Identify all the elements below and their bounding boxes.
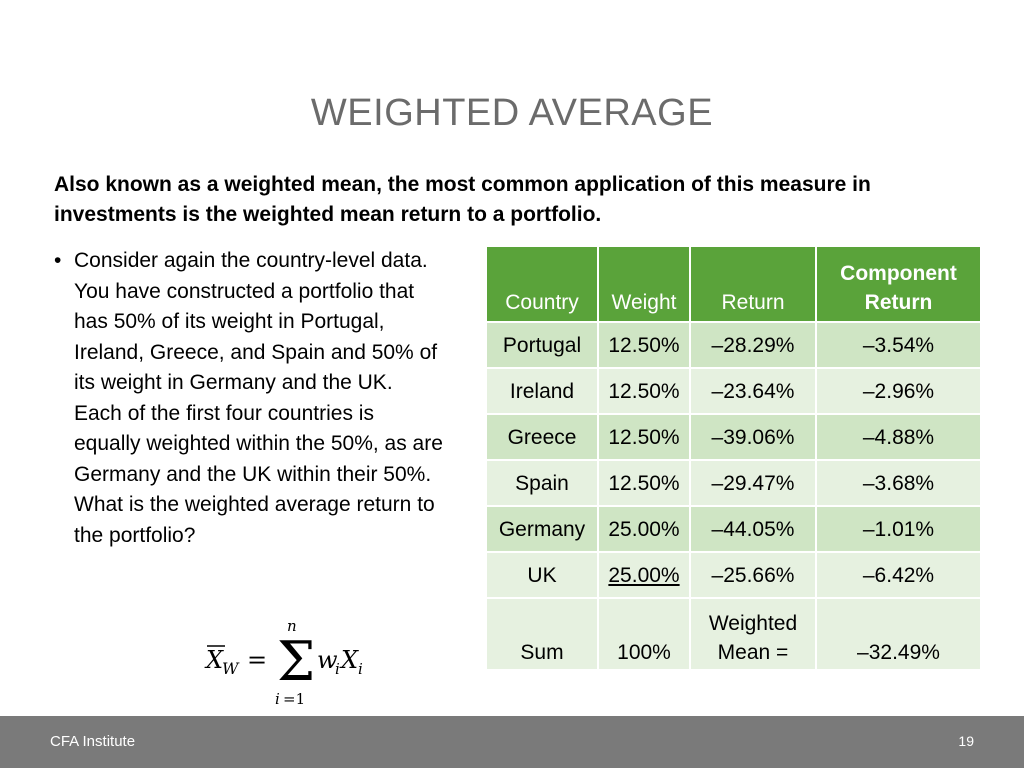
cell-return: –25.66% (691, 553, 817, 599)
table-row: Germany 25.00% –44.05% –1.01% (487, 507, 980, 553)
table-row: Portugal 12.50% –28.29% –3.54% (487, 323, 980, 369)
intro-text: Also known as a weighted mean, the most … (54, 173, 871, 226)
cell-component: –6.42% (817, 553, 980, 599)
svg-text:i: i (335, 660, 340, 678)
svg-text:W: W (222, 659, 240, 678)
cell-country: Spain (487, 461, 599, 507)
cell-weight: 12.50% (599, 415, 691, 461)
cell-component: –3.54% (817, 323, 980, 369)
cell-weight: 25.00% (599, 553, 691, 599)
sum-label: Sum (487, 599, 599, 671)
table-row: Greece 12.50% –39.06% –4.88% (487, 415, 980, 461)
svg-text:X: X (339, 646, 359, 674)
bullet-dot-icon: • (54, 249, 62, 272)
table-row: UK 25.00% –25.66% –6.42% (487, 553, 980, 599)
table-row: Spain 12.50% –29.47% –3.68% (487, 461, 980, 507)
weighted-mean-formula: X W = Σ n i =1 w i X i (203, 617, 373, 708)
svg-text:Σ: Σ (277, 630, 315, 693)
cell-country: Germany (487, 507, 599, 553)
svg-text:n: n (287, 618, 297, 635)
header-country: Country (487, 247, 599, 323)
cell-component: –4.88% (817, 415, 980, 461)
sum-weighted-mean-label: Weighted Mean = (691, 599, 817, 671)
header-weight: Weight (599, 247, 691, 323)
bullet-item: • Consider again the country-level data.… (54, 246, 446, 551)
cell-component: –2.96% (817, 369, 980, 415)
svg-text:=1: =1 (283, 690, 305, 708)
table-sum-row: Sum 100% Weighted Mean = –32.49% (487, 599, 980, 671)
cell-weight: 25.00% (599, 507, 691, 553)
page-number: 19 (958, 733, 974, 749)
cell-weight-value: 25.00% (608, 563, 680, 587)
cell-return: –39.06% (691, 415, 817, 461)
cell-country: UK (487, 553, 599, 599)
svg-text:w: w (317, 646, 338, 674)
footer-organization: CFA Institute (50, 733, 136, 750)
cell-return: –28.29% (691, 323, 817, 369)
svg-text:i: i (275, 690, 280, 708)
cell-country: Portugal (487, 323, 599, 369)
footer-bar: CFA Institute 19 (0, 716, 1024, 768)
header-component-return: Component Return (817, 247, 980, 323)
cell-country: Ireland (487, 369, 599, 415)
cell-weight: 12.50% (599, 461, 691, 507)
cell-weight: 12.50% (599, 323, 691, 369)
bullet-text: Consider again the country-level data. Y… (74, 249, 443, 547)
cell-weight: 12.50% (599, 369, 691, 415)
table-header-row: Country Weight Return Component Return (487, 247, 980, 323)
header-return: Return (691, 247, 817, 323)
svg-text:i: i (358, 660, 363, 678)
cell-component: –1.01% (817, 507, 980, 553)
cell-country: Greece (487, 415, 599, 461)
table-row: Ireland 12.50% –23.64% –2.96% (487, 369, 980, 415)
cell-return: –23.64% (691, 369, 817, 415)
svg-text:=: = (247, 646, 267, 674)
svg-text:X: X (204, 646, 224, 674)
cell-return: –44.05% (691, 507, 817, 553)
cell-return: –29.47% (691, 461, 817, 507)
cell-component: –3.68% (817, 461, 980, 507)
sum-weight: 100% (599, 599, 691, 671)
slide-title: WEIGHTED AVERAGE (310, 92, 714, 134)
sum-component: –32.49% (817, 599, 980, 671)
country-returns-table: Country Weight Return Component Return P… (487, 247, 980, 671)
